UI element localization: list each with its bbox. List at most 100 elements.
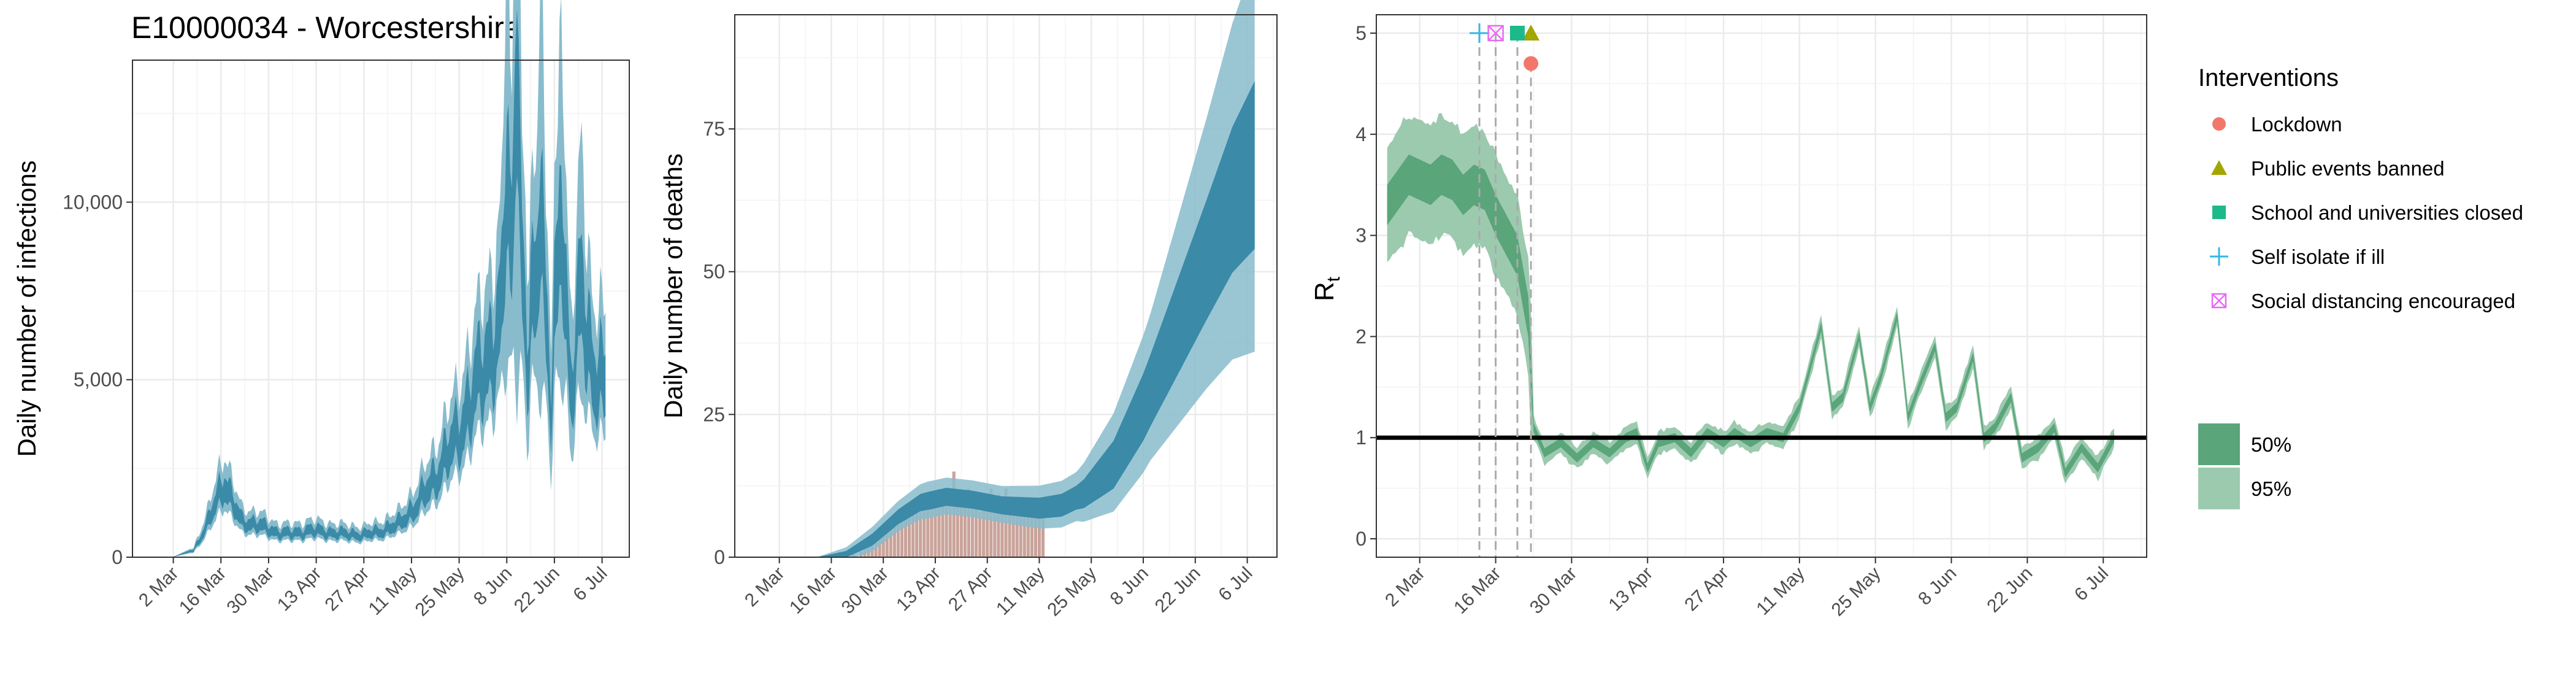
infections-xtick-label: 8 Jun — [470, 563, 516, 609]
deaths-bar — [926, 506, 930, 557]
legend-interventions: Lockdown Public events banned School and u… — [2210, 113, 2523, 312]
infections-xtick-label: 22 Jun — [510, 563, 564, 617]
deaths-bar — [919, 494, 922, 557]
infections-xtick-label: 27 Apr — [321, 563, 374, 615]
deaths-xtick-label: 13 Apr — [892, 563, 945, 615]
deaths-xtick-label: 30 Mar — [838, 563, 892, 618]
rt-ytick-label: 3 — [1355, 225, 1367, 247]
legend-band-swatch — [2198, 468, 2240, 509]
deaths-ytick-label: 75 — [703, 118, 725, 140]
deaths-bar — [1022, 506, 1026, 557]
deaths-bar — [974, 494, 978, 557]
legend-band-label: 95% — [2251, 477, 2291, 500]
legend-marker-triangle — [2211, 160, 2227, 175]
legend-item-label: Public events banned — [2251, 157, 2445, 180]
deaths-band-50 — [816, 80, 1255, 557]
deaths-xtick-label: 16 Mar — [786, 563, 840, 618]
rt-xtick-label: 16 Mar — [1450, 563, 1505, 618]
legend-band-swatch — [2198, 423, 2240, 465]
rt-ylabel: Rt — [1309, 276, 1344, 301]
rt-band-50 — [1387, 154, 2114, 478]
deaths-bar — [948, 506, 952, 557]
deaths-bar — [937, 488, 941, 557]
rt-intervention-marker-circle — [1524, 56, 1539, 71]
deaths-bar — [1030, 506, 1033, 557]
deaths-bar — [978, 511, 982, 557]
rt-intervention-marker-square — [1509, 26, 1525, 41]
deaths-bar — [1037, 511, 1041, 557]
legend-item-label: Social distancing encouraged — [2251, 290, 2515, 312]
deaths-bar — [933, 500, 937, 557]
legend-marker-boxcross — [2211, 293, 2227, 309]
deaths-bar — [885, 523, 889, 557]
deaths-bar — [1011, 500, 1015, 557]
rt-series — [1376, 23, 2147, 557]
infections-xtick-label: 25 May — [412, 563, 469, 620]
deaths-ytick-label: 0 — [714, 546, 725, 568]
rt-panel: 2 Mar 16 Mar 30 Mar 13 Apr 27 Apr 11 May 25 Ma… — [1309, 14, 2147, 620]
deaths-xtick-label: 6 Jul — [1214, 563, 1256, 605]
deaths-bar — [1015, 506, 1019, 557]
legend-marker-plus — [2210, 247, 2228, 266]
legend-band-label: 50% — [2251, 433, 2291, 456]
rt-xtick-label: 13 Apr — [1605, 563, 1657, 615]
deaths-bar — [930, 494, 933, 557]
legend-item-label: Self isolate if ill — [2251, 245, 2385, 268]
deaths-bar — [967, 488, 971, 557]
deaths-bar — [993, 500, 997, 557]
deaths-bar — [911, 500, 915, 557]
deaths-bar — [997, 494, 1000, 557]
deaths-bar — [1041, 517, 1045, 557]
deaths-bar — [870, 546, 874, 557]
deaths-bar — [908, 506, 911, 557]
legend-bands: 50% 95% — [2198, 423, 2291, 509]
deaths-bar — [915, 506, 919, 557]
rt-xtick-label: 25 May — [1828, 563, 1885, 620]
rt-intervention-marker-boxcross — [1487, 25, 1504, 42]
deaths-bar — [889, 517, 892, 557]
deaths-bar — [959, 494, 963, 557]
infections-plot-border — [132, 60, 630, 558]
legend-title: Interventions — [2198, 64, 2339, 91]
legend-item-label: School and universities closed — [2251, 201, 2523, 224]
deaths-bar — [945, 500, 948, 557]
deaths-xtick-label: 22 Jun — [1151, 563, 1205, 617]
figure-title: E10000034 - Worcestershire — [131, 10, 521, 45]
rt-intervention-marker-triangle — [1522, 25, 1540, 41]
legend: Interventions Lockdown Public events bann… — [2198, 64, 2523, 509]
deaths-bar — [892, 517, 896, 557]
infections-xtick-label: 13 Apr — [274, 563, 326, 615]
deaths-bar — [956, 500, 959, 557]
deaths-ytick-label: 25 — [703, 403, 725, 425]
deaths-bar — [881, 528, 885, 557]
deaths-plot-border — [734, 14, 1278, 558]
rt-ytick-label: 0 — [1355, 528, 1367, 550]
infections-series — [139, 0, 606, 558]
deaths-bar — [941, 500, 945, 557]
deaths-bar — [963, 500, 967, 557]
deaths-bar — [1008, 506, 1011, 557]
deaths-bar — [982, 500, 986, 557]
deaths-bar — [986, 494, 989, 557]
infections-ytick-label: 10,000 — [63, 191, 123, 213]
infections-xtick-label: 16 Mar — [175, 563, 230, 618]
rt-ylabel-sub: t — [1324, 276, 1344, 282]
legend-item-label: Lockdown — [2251, 113, 2342, 136]
rt-xtick-label: 8 Jun — [1914, 563, 1960, 609]
deaths-bar — [896, 511, 900, 557]
deaths-xtick-label: 27 Apr — [945, 563, 997, 615]
rt-ytick-label: 2 — [1355, 325, 1367, 347]
deaths-bar — [989, 488, 993, 557]
deaths-bar — [903, 506, 908, 557]
rt-ytick-label: 5 — [1355, 22, 1367, 44]
rt-xtick-label: 11 May — [1753, 563, 1809, 619]
deaths-bar — [1026, 511, 1030, 557]
deaths-bar — [1019, 500, 1022, 557]
legend-marker-square — [2212, 206, 2226, 219]
rt-ytick-label: 4 — [1355, 123, 1367, 145]
infections-xtick-label: 11 May — [365, 563, 421, 619]
infections-band-50 — [139, 9, 606, 558]
rt-plot-border — [1376, 14, 2147, 558]
